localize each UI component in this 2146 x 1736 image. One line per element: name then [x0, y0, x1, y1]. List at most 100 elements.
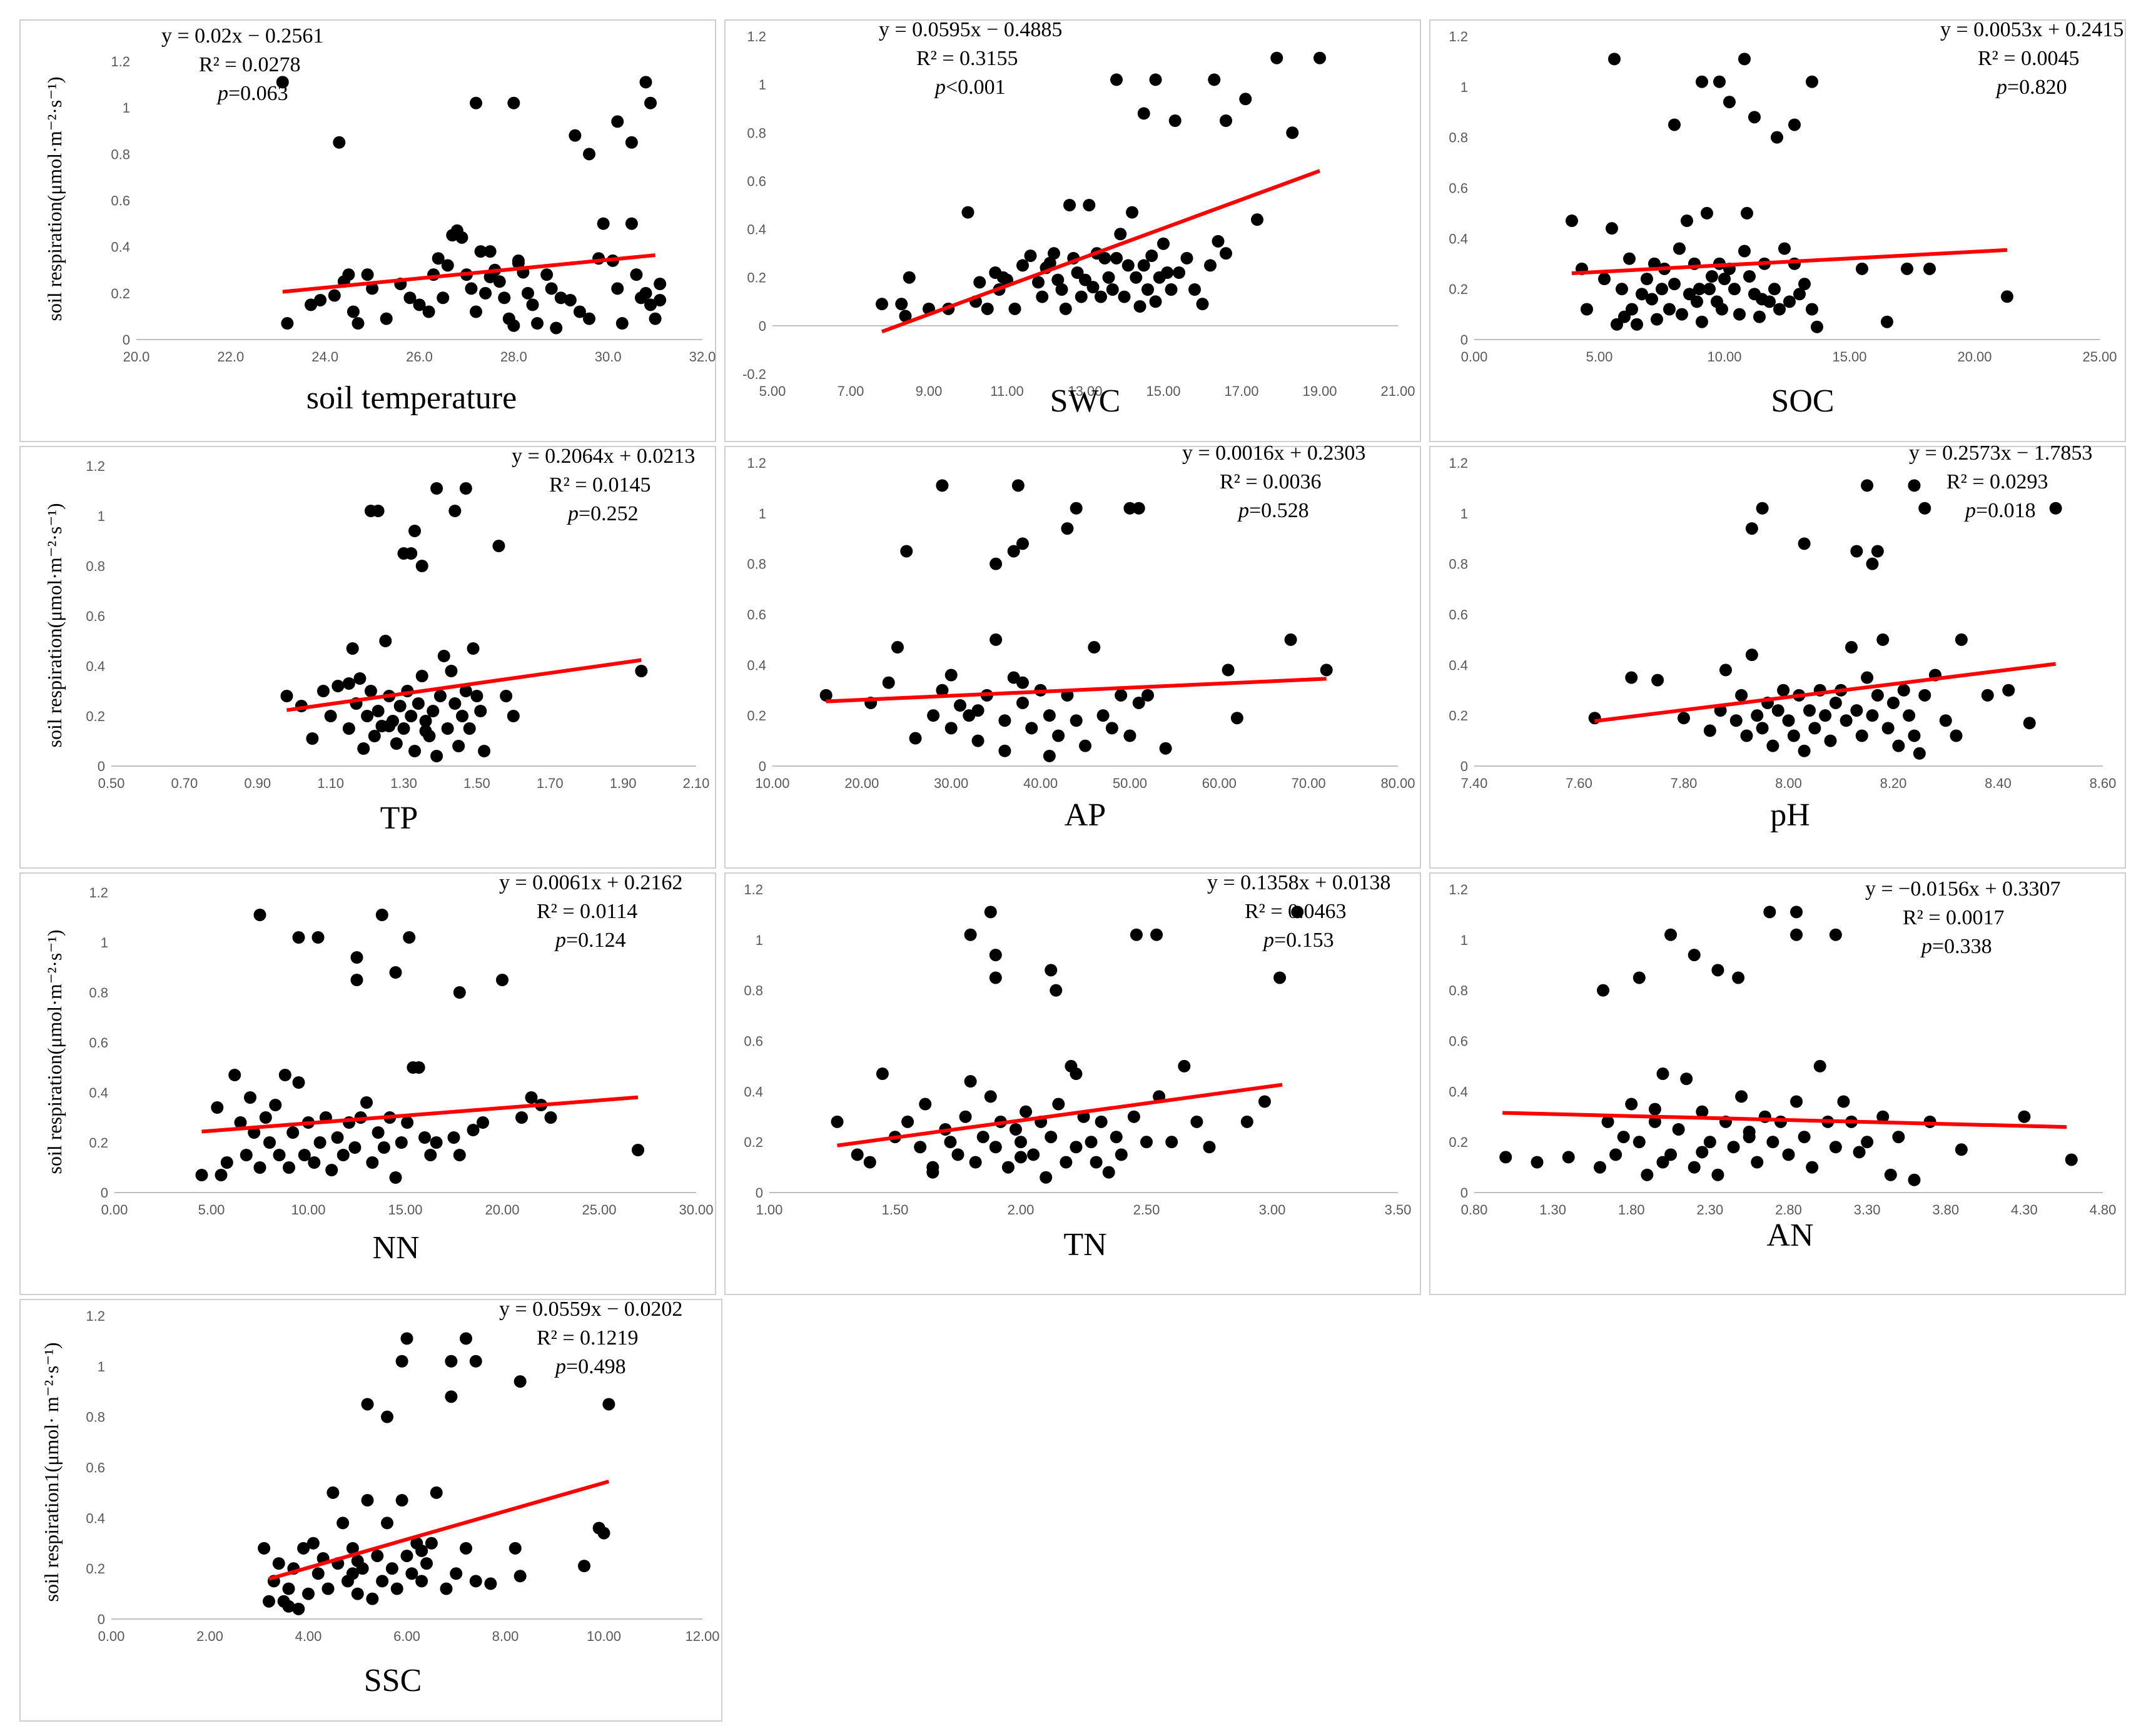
data-point	[998, 714, 1011, 727]
data-point	[1008, 302, 1021, 315]
data-point	[1040, 1171, 1053, 1184]
y-tick-label: 0.4	[1449, 1084, 1468, 1099]
data-point	[1918, 502, 1931, 515]
data-point	[1055, 283, 1068, 296]
data-point	[654, 293, 667, 306]
r-squared: R² = 0.0278	[199, 53, 301, 76]
data-point	[2023, 717, 2036, 730]
x-tick-label: 24.0	[311, 349, 338, 365]
data-point	[437, 291, 450, 305]
data-point	[228, 1069, 241, 1081]
data-point	[408, 745, 422, 757]
y-tick-label: 0.8	[86, 1410, 105, 1425]
panel-border	[724, 446, 1421, 869]
data-point	[1130, 928, 1143, 941]
data-point	[395, 1355, 408, 1368]
data-point	[450, 1567, 463, 1580]
y-tick-label: 1.2	[1449, 882, 1468, 897]
y-tick-label: 0.8	[86, 558, 105, 574]
data-point	[1840, 714, 1853, 727]
data-point	[328, 289, 341, 302]
data-point	[1070, 1141, 1083, 1154]
data-point	[383, 720, 396, 732]
data-point	[989, 633, 1003, 646]
chart-panel-tn: 0 0.2 0.4 0.6 0.8 1 1.2 1.00 1.50 2.00 2.50 3.00 3.5…	[724, 871, 1421, 1295]
data-point	[1763, 906, 1776, 919]
data-point	[351, 1587, 364, 1600]
data-point	[602, 1398, 615, 1411]
data-point	[1793, 288, 1806, 301]
data-point	[2049, 502, 2062, 515]
data-point	[380, 312, 393, 325]
data-point	[1897, 684, 1910, 697]
y-tick-label: 0.2	[111, 286, 130, 301]
x-tick-label: 3.50	[1385, 1202, 1412, 1218]
data-point	[1222, 664, 1235, 677]
data-point	[1790, 1095, 1803, 1108]
data-point	[919, 1098, 932, 1111]
x-tick-label: 8.20	[1880, 775, 1907, 791]
data-point	[1149, 295, 1162, 308]
y-tick-label: 0.4	[744, 1084, 763, 1099]
x-tick-label: 15.00	[388, 1202, 422, 1218]
data-point	[366, 282, 379, 295]
data-point	[361, 268, 374, 281]
y-tick-label: 1.2	[744, 882, 763, 897]
data-point	[1313, 51, 1326, 64]
data-point	[1756, 722, 1769, 735]
data-point	[1141, 283, 1154, 296]
data-point	[1016, 259, 1029, 272]
data-point	[1096, 709, 1110, 722]
data-point	[412, 697, 425, 710]
p-value: p=0.063	[216, 82, 288, 105]
chart-panel-soc: 0 0.2 0.4 0.6 0.8 1 1.2 0.00 5.00 10.00 15.00 20.00…	[1429, 18, 2126, 442]
data-point	[1149, 73, 1162, 86]
x-axis-title: AP	[1065, 797, 1106, 833]
data-point	[433, 690, 447, 702]
x-tick-label: 2.00	[196, 1628, 223, 1644]
data-point	[1696, 1105, 1709, 1118]
x-tick-label: 20.0	[123, 349, 150, 365]
x-tick-label: 0.00	[1461, 349, 1488, 365]
y-tick-label: 0.6	[86, 1460, 105, 1476]
data-point	[1651, 313, 1663, 326]
data-point	[984, 906, 997, 919]
data-point	[1668, 278, 1681, 291]
x-tick-label: 20.00	[844, 775, 879, 791]
data-point	[1798, 1131, 1811, 1144]
data-point	[1782, 1148, 1795, 1161]
data-point	[954, 699, 966, 712]
data-point	[1845, 641, 1858, 654]
data-point	[195, 1169, 208, 1181]
data-point	[342, 677, 355, 690]
data-point	[470, 96, 482, 109]
data-point	[282, 1600, 295, 1613]
y-tick-label: 1	[98, 1359, 105, 1375]
data-point	[1656, 1067, 1669, 1081]
regression-equation: y = 0.0061x + 0.2162	[499, 871, 682, 894]
data-point	[1711, 1168, 1724, 1181]
data-point	[831, 1115, 844, 1128]
data-point	[514, 1570, 527, 1583]
r-squared: R² = 0.0036	[1220, 470, 1322, 493]
data-point	[1716, 303, 1728, 316]
x-tick-label: 8.00	[1775, 775, 1802, 791]
data-point	[342, 268, 355, 281]
data-point	[1140, 1136, 1153, 1149]
x-tick-label: 40.00	[1023, 775, 1058, 791]
data-point	[1735, 689, 1748, 702]
data-point	[1773, 303, 1786, 316]
data-point	[550, 321, 563, 335]
data-point	[424, 1149, 437, 1161]
data-point	[1196, 298, 1209, 311]
chart-panel-nn: 0 0.2 0.4 0.6 0.8 1 1.2 0.00 5.00 10.00 15.00 20.00…	[19, 871, 716, 1295]
data-point	[554, 291, 567, 305]
data-point	[1631, 318, 1643, 331]
data-point	[1691, 295, 1703, 308]
data-point	[1738, 53, 1751, 66]
y-tick-label: 0.2	[86, 1561, 105, 1577]
x-tick-label: 17.00	[1224, 383, 1258, 399]
data-point	[1743, 270, 1756, 283]
x-tick-label: 1.10	[317, 775, 344, 791]
y-tick-label: 1.2	[1449, 29, 1468, 44]
